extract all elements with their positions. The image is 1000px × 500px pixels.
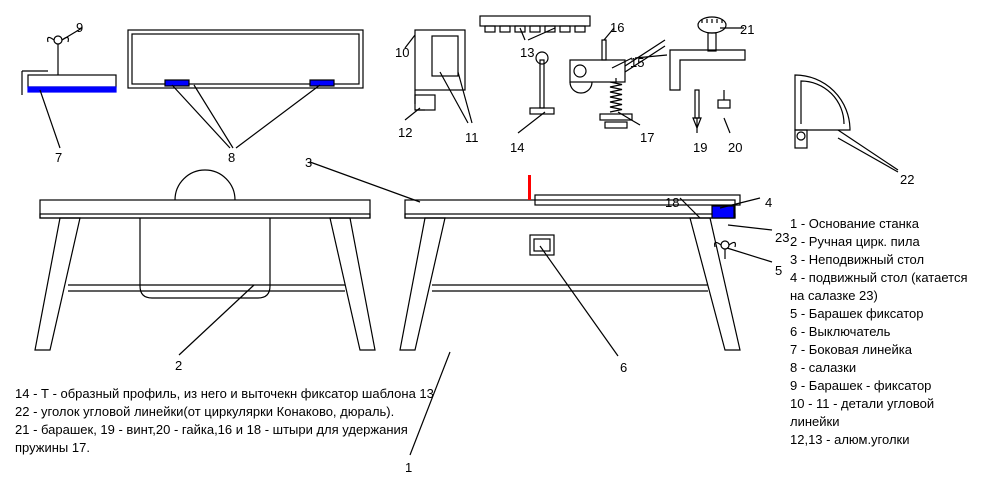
callout-14: 14 <box>510 140 524 155</box>
callout-10: 10 <box>395 45 409 60</box>
callout-7: 7 <box>55 150 62 165</box>
legend-line: 21 - барашек, 19 - винт,20 - гайка,16 и … <box>15 421 535 439</box>
legend-line: 3 - Неподвижный стол <box>790 251 980 269</box>
callout-20: 20 <box>728 140 742 155</box>
legend-bottom: 14 - Т - образный профиль, из него и выт… <box>15 385 535 457</box>
callout-19: 19 <box>693 140 707 155</box>
callout-4: 4 <box>765 195 772 210</box>
legend-line: 6 - Выключатель <box>790 323 980 341</box>
legend-line: 1 - Основание станка <box>790 215 980 233</box>
legend-line: 12,13 - алюм.уголки <box>790 431 980 449</box>
callout-12: 12 <box>398 125 412 140</box>
callout-23: 23 <box>775 230 789 245</box>
callout-22: 22 <box>900 172 914 187</box>
legend-line: линейки <box>790 413 980 431</box>
legend-line: 14 - Т - образный профиль, из него и выт… <box>15 385 535 403</box>
callout-1: 1 <box>405 460 412 475</box>
legend-line: 8 - салазки <box>790 359 980 377</box>
callout-16: 16 <box>610 20 624 35</box>
legend-right: 1 - Основание станка 2 - Ручная цирк. пи… <box>790 215 980 449</box>
legend-line: 22 - уголок угловой линейки(от циркулярк… <box>15 403 535 421</box>
callout-13: 13 <box>520 45 534 60</box>
legend-line: 7 - Боковая линейка <box>790 341 980 359</box>
legend-line: 9 - Барашек - фиксатор <box>790 377 980 395</box>
callout-5: 5 <box>775 263 782 278</box>
callout-21: 21 <box>740 22 754 37</box>
callout-17: 17 <box>640 130 654 145</box>
callout-11: 11 <box>465 130 479 145</box>
callout-8: 8 <box>228 150 235 165</box>
callout-2: 2 <box>175 358 182 373</box>
legend-line: 2 - Ручная цирк. пила <box>790 233 980 251</box>
legend-line: 5 - Барашек фиксатор <box>790 305 980 323</box>
callout-9: 9 <box>76 20 83 35</box>
legend-line: 10 - 11 - детали угловой <box>790 395 980 413</box>
callout-18: 18 <box>665 195 679 210</box>
legend-line: на салазке 23) <box>790 287 980 305</box>
callout-6: 6 <box>620 360 627 375</box>
legend-line: пружины 17. <box>15 439 535 457</box>
callout-15: 15 <box>630 55 644 70</box>
callout-3: 3 <box>305 155 312 170</box>
legend-line: 4 - подвижный стол (катается <box>790 269 980 287</box>
